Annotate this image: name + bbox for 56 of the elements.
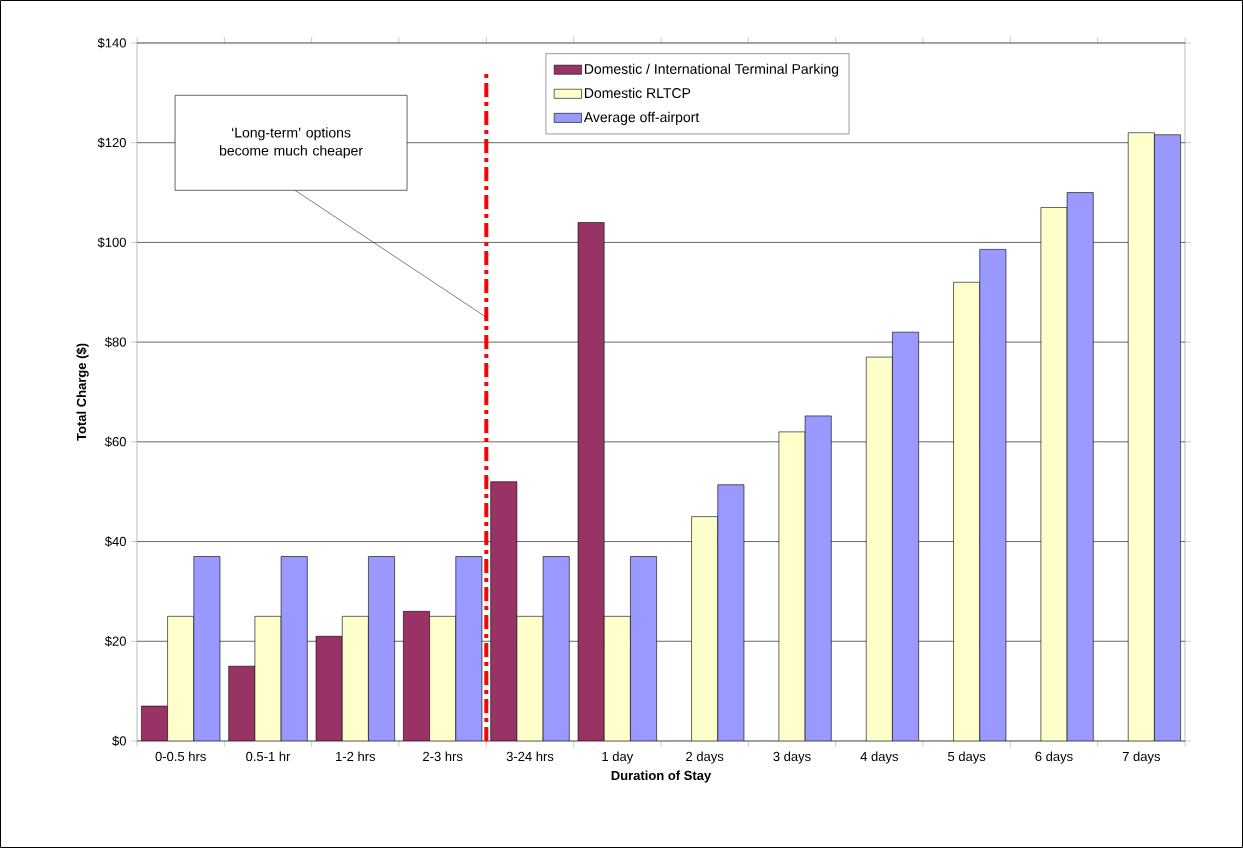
x-tick-label: 3 days: [773, 751, 811, 764]
y-tick-label: $60: [104, 436, 126, 448]
x-axis-title: Duration of Stay: [611, 770, 712, 783]
y-tick-label: $40: [104, 536, 126, 547]
x-tick-label: 5 days: [948, 751, 986, 764]
y-tick-label: $120: [97, 137, 126, 148]
x-tick-label: 6 days: [1035, 751, 1073, 764]
y-axis-title: Total Charge ($): [76, 343, 89, 441]
bar: [141, 705, 168, 741]
bar: [577, 222, 605, 741]
legend-label: Average off-airport: [583, 111, 700, 125]
legend-label: Domestic / International Terminal Parking: [584, 63, 839, 77]
x-tick-label: 1-2 hrs: [336, 751, 376, 762]
bar: [315, 635, 343, 741]
y-tick-label: $0: [112, 735, 126, 747]
x-tick-label: 2-3 hrs: [423, 751, 463, 762]
x-tick-label: 0-0.5 hrs: [155, 751, 206, 762]
bar: [630, 556, 657, 741]
bar: [603, 616, 631, 741]
bar: [228, 665, 256, 741]
bar: [542, 556, 570, 741]
bar: [193, 556, 221, 741]
bar: [429, 616, 457, 741]
bar: [778, 431, 806, 741]
bar: [865, 356, 893, 741]
bar: [254, 616, 282, 741]
bar: [1040, 207, 1068, 741]
y-tick-label: $100: [97, 237, 126, 248]
bar: [1127, 132, 1155, 741]
x-tick-label: 4 days: [860, 751, 898, 764]
x-tick-label: 7 days: [1122, 751, 1160, 764]
legend-label: Domestic RLTCP: [584, 87, 691, 99]
bar: [717, 484, 745, 741]
x-tick-label: 0.5-1 hr: [246, 751, 291, 762]
x-tick-label: 3-24 hrs: [506, 751, 554, 762]
bar: [341, 616, 369, 741]
bar: [979, 249, 1007, 741]
bar: [368, 556, 395, 741]
bar: [691, 516, 719, 741]
y-tick-label: $140: [97, 37, 126, 49]
bar: [167, 616, 195, 741]
bar: [403, 611, 430, 741]
bar: [953, 282, 981, 741]
annotation: ‘Long-term’ options become much cheaper: [219, 127, 363, 159]
bar: [490, 481, 518, 741]
bar: [280, 556, 308, 741]
bar: [1066, 192, 1094, 741]
bar: [804, 415, 832, 741]
x-tick-label: 2 days: [686, 751, 724, 764]
bar: [892, 331, 919, 741]
y-tick-label: $80: [104, 336, 126, 348]
bar: [1154, 134, 1181, 741]
bar: [455, 556, 483, 741]
x-tick-label: 1 day: [602, 751, 634, 764]
y-tick-label: $20: [104, 636, 126, 647]
bar: [516, 616, 544, 741]
